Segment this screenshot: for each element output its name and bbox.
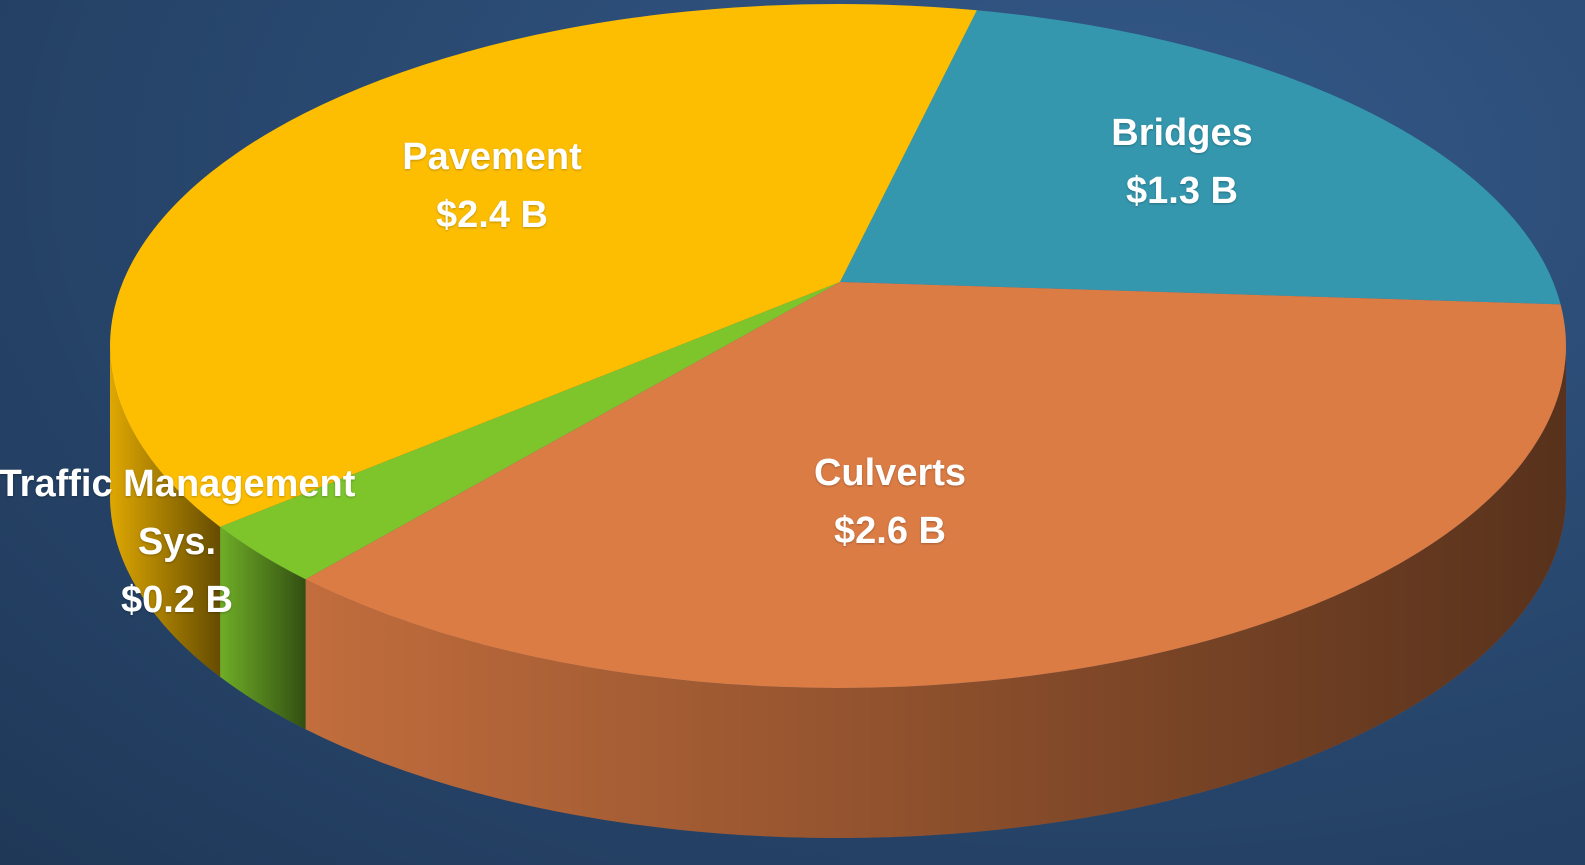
pie-sides xyxy=(110,346,1567,839)
slice-side-shade xyxy=(110,346,221,677)
value-label: $1.3 B xyxy=(1126,170,1238,212)
pie-tops xyxy=(110,4,1567,688)
value-label: $2.6 B xyxy=(834,510,946,552)
value-label: $2.4 B xyxy=(436,194,548,236)
slice-side-shade xyxy=(220,526,306,730)
slice xyxy=(110,4,977,527)
slice-label: Pavement $2.4 B xyxy=(402,128,582,244)
value-label: $0.2 B xyxy=(121,579,233,621)
slice-side-shade xyxy=(305,346,1567,839)
slice xyxy=(840,10,1561,305)
category-label: Culverts xyxy=(813,452,967,494)
slice-label: Culverts $2.6 B xyxy=(814,444,966,560)
category-label: Pavement xyxy=(402,136,582,178)
slice-label: Bridges $1.3 B xyxy=(1111,104,1252,220)
slice-label: Traffic Management Sys. $0.2 B xyxy=(0,455,357,629)
category-label: Traffic Management Sys. xyxy=(0,463,356,563)
slice xyxy=(220,282,840,580)
category-label: Bridges xyxy=(1111,112,1253,154)
slice xyxy=(305,282,1567,688)
